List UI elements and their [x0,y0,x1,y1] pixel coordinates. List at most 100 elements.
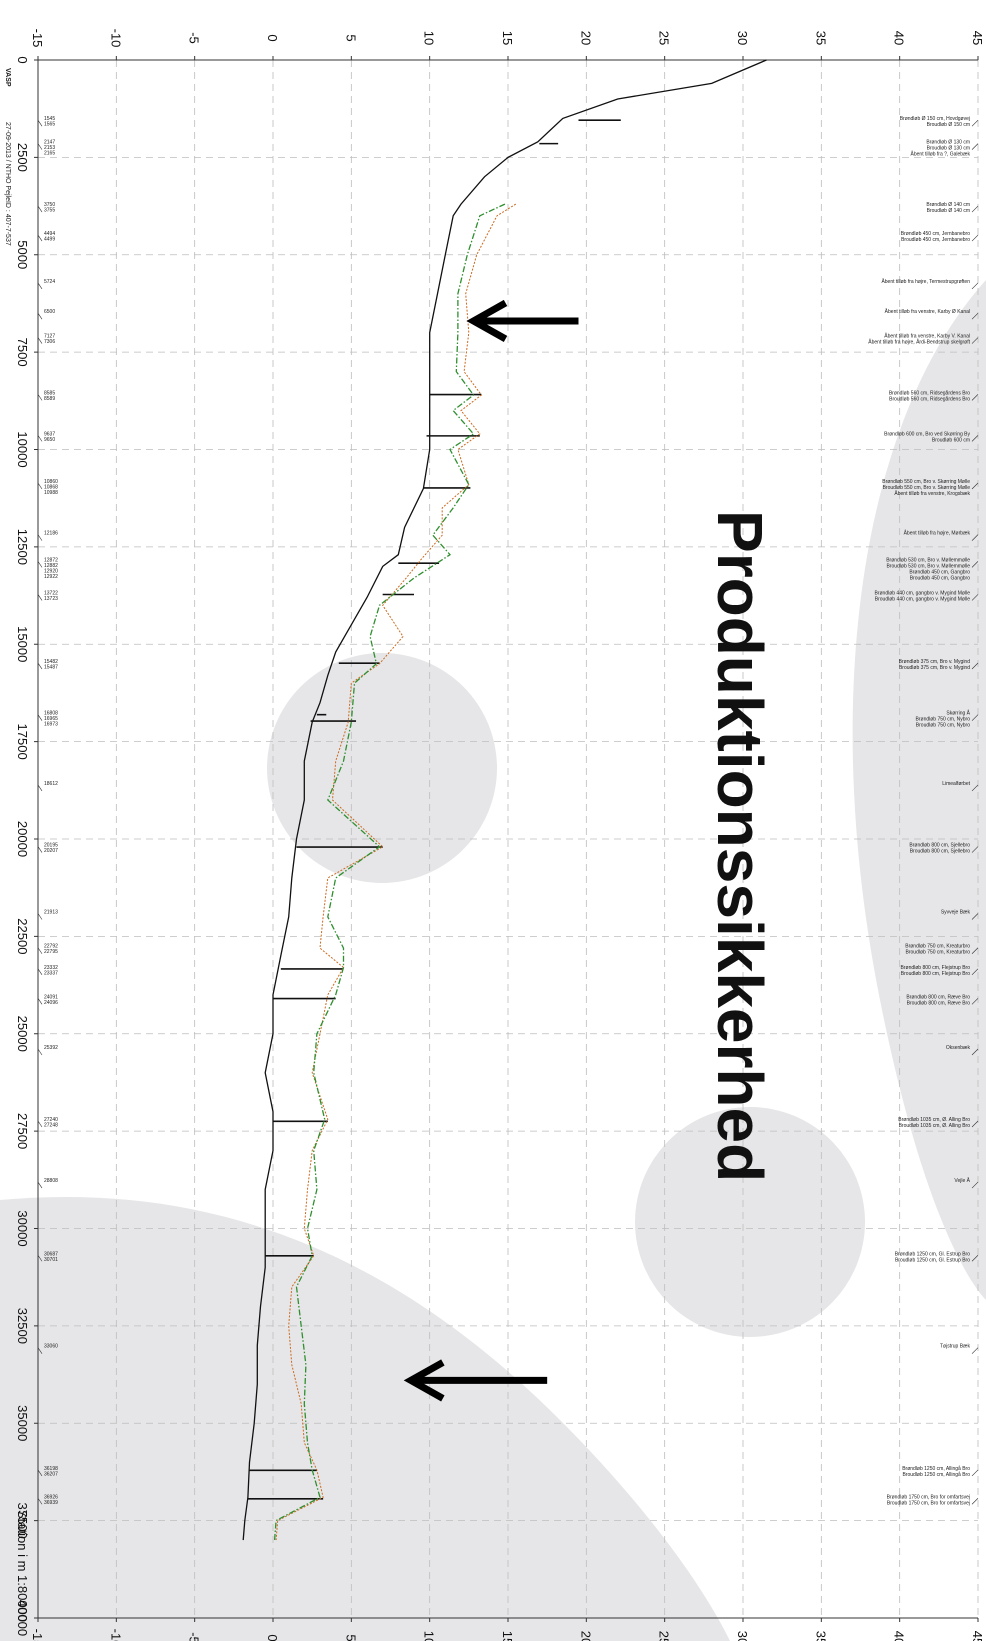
station-label: 20207 [44,848,58,854]
station-label: 3755 [44,208,55,214]
station-label: 7306 [44,339,55,345]
structure-label: Broudløb 1250 cm, Allingå Bro [902,1471,970,1478]
structure-leader [971,998,979,1005]
station-leader [37,561,43,568]
structure-leader [971,282,979,290]
arrows [403,299,579,1402]
y-tick-label-bottom: 20 [578,1631,593,1641]
y-tick-label-bottom: -10 [108,1629,123,1641]
structure-label: Brøndløb 1750 cm, Bro for omfartsvej [887,1494,970,1500]
structure-label: Brøndløb 800 cm, Ræve Bro [906,994,970,1000]
station-label: 23337 [44,970,58,976]
station-leader [37,282,43,290]
station-leader [37,1048,43,1056]
structure-label: Tøjstrup Bæk [940,1344,971,1350]
station-label: 15482 [44,659,58,665]
structure-leader [971,435,979,442]
bg-circle [635,1107,865,1337]
y-tick-label-bottom: 40 [892,1631,907,1641]
structure-label: Oksenbæk [946,1045,971,1051]
structure-leader [971,143,979,150]
x-tick-label: 25000 [15,1016,30,1052]
structure-label: Broudløb 550 cm, Bro v. Skørring Mølle [883,485,971,491]
station-label: 12186 [44,531,58,537]
structure-leader [971,1347,979,1354]
structure-label: Brøndløb 1250 cm, Gl. Estrup Bro [895,1251,971,1257]
structure-leader [971,119,979,127]
y-tick-label-top: 35 [813,31,828,45]
structure-label: Broudløb 375 cm, Bro v. Mygind [899,665,970,671]
station-leader [37,1120,43,1128]
x-tick-label: 35000 [15,1405,30,1441]
station-label: 2165 [44,151,55,157]
station-label: 21913 [44,910,58,916]
station-label: 24091 [44,994,58,1000]
structure-label: Brøndløb 560 cm, Ridsegårdens Bro [889,389,970,396]
station-leader [37,337,43,344]
y-tick-label-top: 30 [735,31,750,45]
structure-leader [971,337,979,344]
structure-label: Brøndløb 375 cm, Bro v. Mygind [899,659,971,665]
y-tick-label-bottom: -5 [187,1632,202,1641]
station-label: 12920 [44,568,58,574]
station-leader [37,205,43,213]
structure-label: Vejle Å [954,1177,970,1184]
structure-label: Brøndløb 530 cm, Bro v. Møllemmølle [886,557,970,563]
station-leader [37,313,43,320]
y-tick-label-top: 45 [970,31,985,45]
structure-label: Brøndløb 750 cm, Nybro [916,717,971,723]
structure-leader [971,1120,979,1128]
structure-label: Broudløb 800 cm, Sjellebro [910,849,971,855]
x-tick-label: 17500 [15,724,30,760]
x-tick-label: 10000 [15,431,30,467]
station-label: 18612 [44,781,58,787]
structure-label: Broudløb Ø 150 cm [927,122,970,128]
structure-label: Brøndløb Ø 130 cm [926,140,970,146]
series-bottom [242,59,767,1541]
station-leader [37,662,43,670]
x-tick-label: 30000 [15,1210,30,1246]
series-level-green [273,203,506,1541]
y-tick-label-bottom: 10 [422,1631,437,1641]
structure-label: Broudløb 560 cm, Ridsegårdens Bro [889,395,970,402]
structure-leader [971,312,979,320]
x-tick-label: 0 [15,56,30,63]
structure-label: Syvveje Bæk [941,910,971,916]
station-label: 9650 [44,437,55,443]
station-label: 10868 [44,484,58,490]
structure-label: Broudløb 750 cm, Nybro [916,723,970,729]
x-tick-label: 2500 [15,143,30,172]
structure-leader [971,846,979,853]
x-tick-label: 20000 [15,821,30,857]
station-label: 10860 [44,479,58,485]
station-label: 16808 [44,711,58,717]
y-tick-label-bottom: 15 [500,1631,515,1641]
station-leader [37,394,43,401]
structure-label: Brøndløb 450 cm, Gangbro [909,569,970,575]
y-tick-label-top: 20 [578,31,593,45]
x-tick-label: 40000 [15,1600,30,1636]
structure-leader [971,1255,979,1262]
station-label: 30701 [44,1257,58,1263]
y-tick-label-top: 15 [500,31,515,45]
structure-label: Broudløb 800 cm, Flejstrup Bro [901,971,970,977]
x-tick-label: 27500 [15,1113,30,1149]
structure-leader [971,714,979,721]
structure-label: Limealførbet [942,781,970,787]
structure-leader [971,1498,979,1505]
station-leader [37,594,43,601]
station-label: 36926 [44,1494,58,1500]
station-leader [37,1181,43,1189]
structure-label: Brøndløb Ø 140 cm [926,202,970,208]
station-label: 27248 [44,1122,58,1128]
station-label: 8589 [44,396,55,402]
y-tick-label-bottom: -15 [30,1629,45,1641]
structure-leader [971,561,979,568]
station-label: 8585 [44,390,55,396]
y-tick-label-bottom: 25 [657,1631,672,1641]
y-tick-label-top: -15 [30,29,45,48]
station-leader [37,1469,43,1477]
